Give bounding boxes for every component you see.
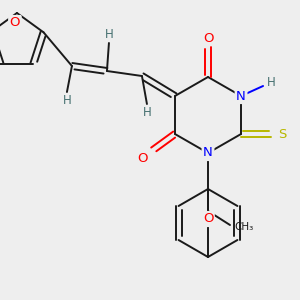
Text: O: O <box>203 32 213 44</box>
Text: H: H <box>142 106 151 119</box>
Text: CH₃: CH₃ <box>234 222 253 232</box>
Text: O: O <box>203 212 213 226</box>
Text: H: H <box>63 94 71 107</box>
Text: N: N <box>236 89 246 103</box>
Text: H: H <box>267 76 275 88</box>
Text: N: N <box>203 146 213 160</box>
Text: S: S <box>278 128 286 140</box>
Text: H: H <box>105 28 113 40</box>
Text: O: O <box>10 16 20 29</box>
Text: O: O <box>138 152 148 164</box>
